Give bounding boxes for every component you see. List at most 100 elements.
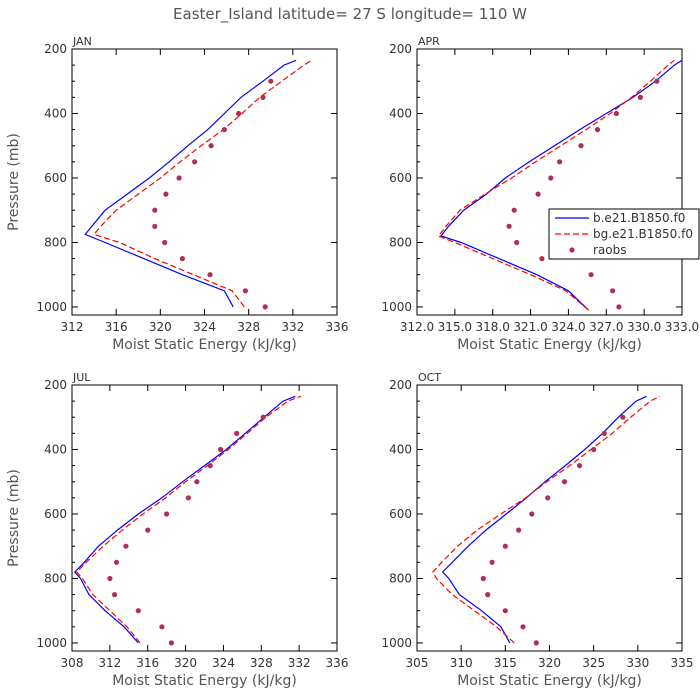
series-line-blue xyxy=(441,395,647,644)
raobs-point xyxy=(594,127,601,133)
raobs-point xyxy=(548,175,554,181)
y-tick-label: 400 xyxy=(44,442,67,456)
series-line-blue xyxy=(73,395,296,644)
plot-frame xyxy=(71,48,338,316)
y-tick-label: 200 xyxy=(389,378,412,392)
panel-oct: OCT 200 400 600 800 1000 305 310 315 320 325 330 335… xyxy=(381,371,693,689)
series-line-red xyxy=(432,395,661,644)
x-tick-label: 328 xyxy=(250,656,273,670)
plot-frame xyxy=(416,384,683,652)
x-axis-label: Moist Static Energy (kJ/kg) xyxy=(112,337,297,353)
y-axis-label: Pressure (mb) xyxy=(6,133,22,231)
raobs-point xyxy=(516,527,522,533)
raobs-point xyxy=(489,559,495,565)
raobs-point xyxy=(601,430,607,436)
raobs-point xyxy=(163,191,169,197)
legend-label: b.e21.B1850.f0 xyxy=(593,211,685,225)
raobs-point xyxy=(576,463,583,469)
x-tick-label: 312.0 xyxy=(400,320,434,334)
raobs-point xyxy=(511,207,517,213)
raobs-point xyxy=(194,479,200,485)
raobs-point xyxy=(185,495,191,501)
x-tick-label: 324 xyxy=(212,656,235,670)
raobs-point xyxy=(162,239,168,246)
y-tick-label: 800 xyxy=(44,571,67,585)
raobs-point xyxy=(242,288,248,294)
raobs-point xyxy=(539,256,545,262)
x-tick-label: 320 xyxy=(538,656,561,670)
raobs-point xyxy=(506,223,512,229)
x-tick-label: 316 xyxy=(105,320,128,334)
raobs-point xyxy=(135,608,141,614)
x-tick-label: 332 xyxy=(281,320,304,334)
x-tick-label: 324.0 xyxy=(551,320,585,334)
x-tick-label: 312 xyxy=(61,320,84,334)
x-tick-label: 336 xyxy=(326,320,349,334)
x-tick-label: 332 xyxy=(288,656,311,670)
y-tick-label: 600 xyxy=(44,171,67,185)
raobs-point xyxy=(535,191,541,197)
raobs-point xyxy=(514,239,520,246)
raobs-point xyxy=(152,207,158,213)
raobs-point xyxy=(613,110,620,117)
raobs-point xyxy=(502,608,508,614)
raobs-point xyxy=(480,575,486,582)
legend-swatch xyxy=(569,247,575,253)
x-axis-label: Moist Static Energy (kJ/kg) xyxy=(112,673,297,689)
x-tick-label: 310 xyxy=(450,656,473,670)
panel-title: APR xyxy=(418,35,440,48)
raobs-point xyxy=(260,94,266,100)
y-tick-label: 600 xyxy=(389,507,412,521)
y-tick-label: 1000 xyxy=(381,300,412,314)
y-tick-label: 400 xyxy=(389,442,412,456)
y-tick-label: 400 xyxy=(389,106,412,120)
y-tick-label: 200 xyxy=(44,42,67,56)
raobs-point xyxy=(654,78,660,84)
raobs-point xyxy=(207,463,213,469)
raobs-point xyxy=(179,256,185,262)
plot-area xyxy=(84,59,312,310)
x-tick-label: 312 xyxy=(98,656,121,670)
raobs-point xyxy=(164,511,170,517)
raobs-point xyxy=(591,446,597,453)
figure-title: Easter_Island latitude= 27 S longitude= … xyxy=(173,5,527,24)
series-line-blue xyxy=(84,59,297,308)
series-line-red xyxy=(437,59,675,311)
y-axis-label: Pressure (mb) xyxy=(6,469,22,567)
raobs-point xyxy=(557,159,563,165)
raobs-point xyxy=(113,559,120,565)
raobs-point xyxy=(208,143,214,149)
x-tick-label: 328 xyxy=(237,320,260,334)
panel-jul: JUL 200 400 600 800 1000 308 312 316 320 324 328 332… xyxy=(6,371,348,689)
panel-title: JAN xyxy=(72,35,92,48)
x-tick-label: 321.0 xyxy=(513,320,547,334)
x-tick-label: 333.0 xyxy=(665,320,699,334)
x-axis-label: Moist Static Energy (kJ/kg) xyxy=(457,337,642,353)
raobs-point xyxy=(610,288,616,294)
raobs-point xyxy=(262,304,268,310)
raobs-point xyxy=(268,78,274,84)
panel-jan: JAN 200 400 600 800 1000 312 316 320 324 328 332 336… xyxy=(6,35,348,353)
x-tick-label: 330.0 xyxy=(627,320,661,334)
x-tick-label: 320 xyxy=(174,656,197,670)
raobs-point xyxy=(578,143,584,149)
x-tick-label: 335 xyxy=(671,656,694,670)
raobs-point xyxy=(485,592,491,598)
raobs-point xyxy=(159,624,165,630)
raobs-point xyxy=(221,127,227,133)
y-tick-label: 600 xyxy=(389,171,412,185)
panel-title: OCT xyxy=(418,371,441,384)
y-tick-label: 600 xyxy=(44,507,67,521)
plot-frame xyxy=(71,384,338,652)
y-tick-label: 800 xyxy=(389,571,412,585)
x-tick-label: 324 xyxy=(193,320,216,334)
raobs-point xyxy=(207,272,213,278)
x-axis-label: Moist Static Energy (kJ/kg) xyxy=(457,673,642,689)
y-tick-label: 1000 xyxy=(36,300,67,314)
y-tick-label: 1000 xyxy=(381,636,412,650)
y-tick-label: 1000 xyxy=(36,636,67,650)
raobs-point xyxy=(192,159,198,165)
raobs-point xyxy=(260,414,266,420)
y-tick-label: 200 xyxy=(44,378,67,392)
